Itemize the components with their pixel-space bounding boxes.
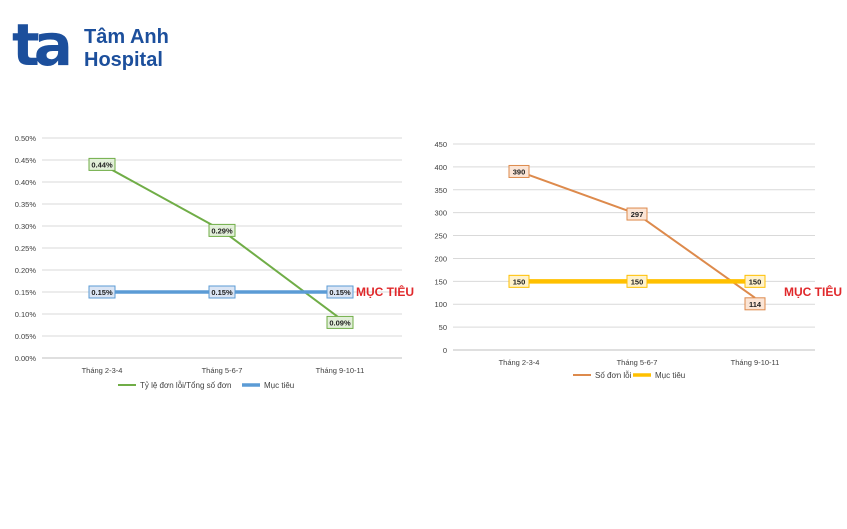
- data-label-box: [88, 157, 116, 171]
- target-annotation: MỤC TIÊU: [356, 284, 414, 299]
- y-tick-label: 350: [434, 186, 447, 195]
- data-label-box: [626, 274, 648, 288]
- data-label-box: [744, 297, 766, 311]
- y-tick-label: 0.05%: [15, 332, 37, 341]
- target-annotation: MỤC TIÊU: [784, 284, 842, 299]
- y-tick-label: 100: [434, 300, 447, 309]
- y-tick-label: 0.15%: [15, 288, 37, 297]
- data-label: 0.09%: [329, 318, 351, 327]
- data-label-box: [208, 223, 236, 237]
- x-tick-label: Tháng 2-3-4: [82, 366, 123, 375]
- y-tick-label: 0.30%: [15, 222, 37, 231]
- logo-name-line2: Hospital: [84, 49, 163, 71]
- y-tick-label: 0.00%: [15, 354, 37, 363]
- data-label-box: [326, 285, 354, 299]
- legend-label: Mục tiêu: [264, 381, 294, 390]
- y-tick-label: 250: [434, 232, 447, 241]
- y-tick-label: 450: [434, 140, 447, 149]
- legend-label: Tỷ lệ đơn lỗi/Tổng số đơn: [140, 381, 231, 390]
- legend-label: Số đơn lỗi: [595, 371, 632, 380]
- y-tick-label: 0.20%: [15, 266, 37, 275]
- y-tick-label: 150: [434, 277, 447, 286]
- data-label: 0.29%: [211, 226, 233, 235]
- error-count-chart: 0 50 100 150 200 250 300 350 400 450 Tháng 2-3-4 Th…: [434, 140, 842, 380]
- y-tick-label: 300: [434, 209, 447, 218]
- data-label: 150: [749, 277, 762, 286]
- x-tick-label: Tháng 2-3-4: [499, 358, 540, 367]
- error-rate-chart: 0.00% 0.05% 0.10% 0.15% 0.20% 0.25% 0.30% 0.35%…: [15, 134, 414, 390]
- y-tick-label: 50: [439, 323, 447, 332]
- data-label: 390: [513, 167, 526, 176]
- data-label-box: [326, 315, 354, 329]
- y-tick-label: 0.25%: [15, 244, 37, 253]
- y-tick-label: 0.50%: [15, 134, 37, 143]
- data-label: 0.15%: [329, 288, 351, 297]
- data-label-box: [88, 285, 116, 299]
- data-label: 150: [631, 277, 644, 286]
- data-label: 114: [749, 300, 762, 309]
- x-tick-label: Tháng 5-6-7: [617, 358, 658, 367]
- hospital-logo: ta Tâm Anh Hospital: [12, 11, 182, 79]
- y-tick-label: 0.35%: [15, 200, 37, 209]
- data-label: 150: [513, 277, 526, 286]
- legend-label: Mục tiêu: [655, 371, 685, 380]
- data-label-box: [626, 207, 648, 221]
- x-tick-label: Tháng 9-10-11: [731, 358, 780, 367]
- data-label-box: [508, 164, 530, 178]
- y-tick-label: 200: [434, 254, 447, 263]
- x-tick-label: Tháng 5-6-7: [202, 366, 243, 375]
- y-tick-label: 0.45%: [15, 156, 37, 165]
- data-label-box: [744, 274, 766, 288]
- logo-name-line1: Tâm Anh: [84, 26, 169, 48]
- data-label: 297: [631, 210, 644, 219]
- y-tick-label: 0: [443, 346, 447, 355]
- y-tick-label: 0.40%: [15, 178, 37, 187]
- y-tick-label: 0.10%: [15, 310, 37, 319]
- x-tick-label: Tháng 9-10-11: [316, 366, 365, 375]
- data-label-box: [508, 274, 530, 288]
- y-tick-label: 400: [434, 163, 447, 172]
- logo-name: Tâm Anh Hospital: [84, 26, 169, 72]
- data-label-box: [208, 285, 236, 299]
- logo-mark: ta: [12, 11, 73, 79]
- data-label: 0.44%: [91, 160, 113, 169]
- data-label: 0.15%: [91, 288, 113, 297]
- data-label: 0.15%: [211, 288, 233, 297]
